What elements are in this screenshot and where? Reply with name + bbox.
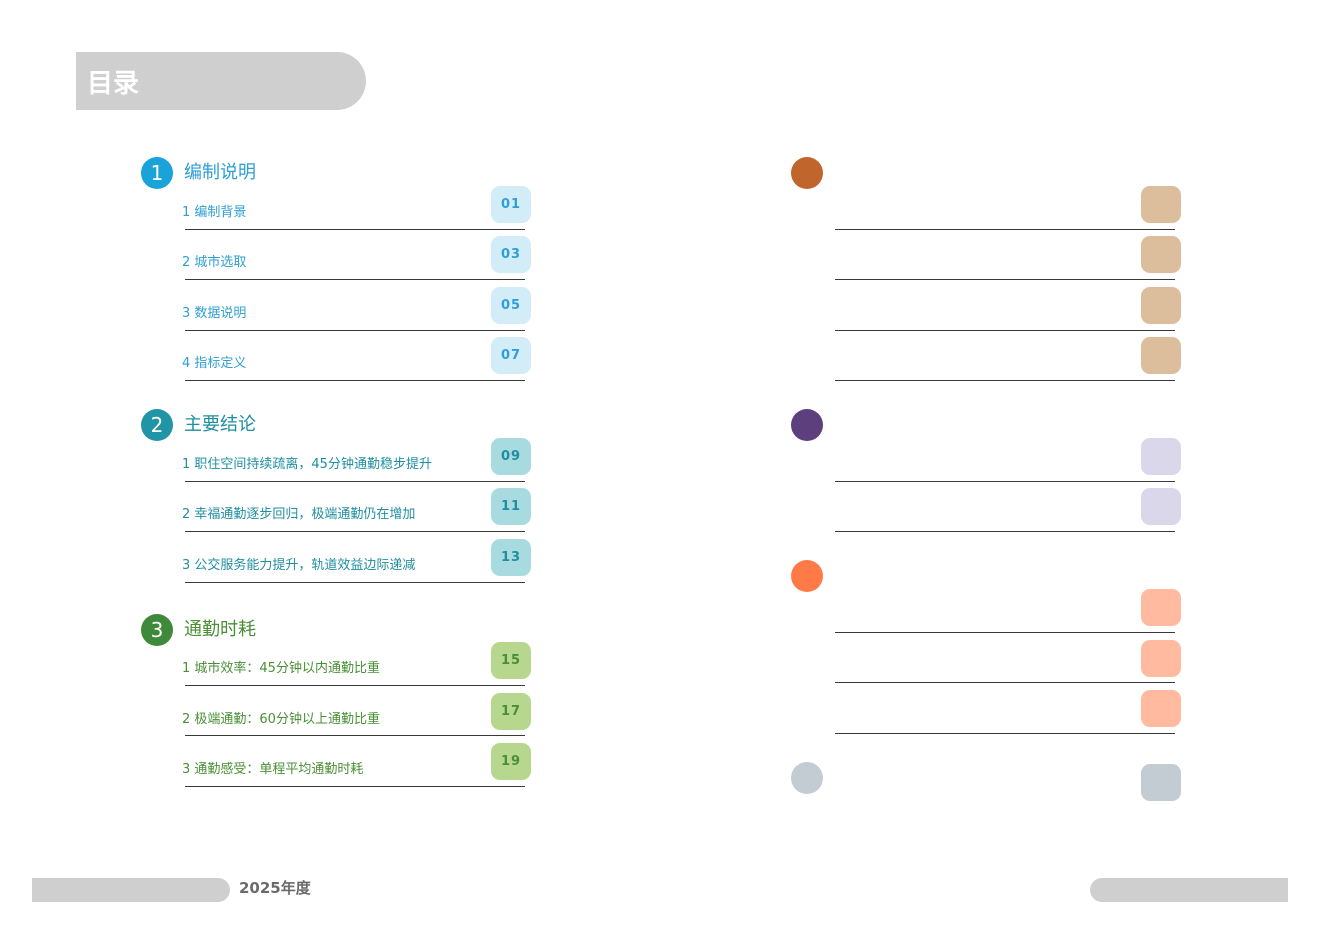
page-badge-2-1[interactable]: 09 bbox=[491, 438, 531, 475]
toc-divider bbox=[185, 279, 525, 280]
toc-divider bbox=[185, 685, 525, 686]
page-badge-2-3[interactable]: 13 bbox=[491, 539, 531, 576]
toc-divider bbox=[835, 279, 1175, 280]
toc-divider bbox=[835, 531, 1175, 532]
toc-divider bbox=[185, 481, 525, 482]
toc-item-3-3[interactable]: 3 通勤感受：单程平均通勤时耗 bbox=[182, 762, 364, 777]
toc-divider bbox=[185, 786, 525, 787]
header-tab bbox=[76, 52, 366, 110]
toc-item-1-4[interactable]: 4 指标定义 bbox=[182, 356, 247, 371]
toc-divider bbox=[185, 330, 525, 331]
page-badge-7-1[interactable] bbox=[1141, 764, 1181, 801]
section-2-title[interactable]: 主要结论 bbox=[184, 414, 256, 435]
toc-item-1-2[interactable]: 2 城市选取 bbox=[182, 255, 247, 270]
section-1-number-circle: 1 bbox=[141, 157, 173, 189]
toc-item-1-1[interactable]: 1 编制背景 bbox=[182, 205, 247, 220]
page-badge-4-1[interactable] bbox=[1141, 186, 1181, 223]
toc-divider bbox=[835, 682, 1175, 683]
toc-divider bbox=[185, 531, 525, 532]
page-badge-6-2[interactable] bbox=[1141, 640, 1181, 677]
toc-divider bbox=[185, 380, 525, 381]
page-badge-5-1[interactable] bbox=[1141, 438, 1181, 475]
page-badge-3-1[interactable]: 15 bbox=[491, 642, 531, 679]
toc-item-2-2[interactable]: 2 幸福通勤逐步回归，极端通勤仍在增加 bbox=[182, 507, 416, 522]
toc-item-2-3[interactable]: 3 公交服务能力提升，轨道效益边际递减 bbox=[182, 558, 416, 573]
page-badge-5-2[interactable] bbox=[1141, 488, 1181, 525]
page-badge-1-4[interactable]: 07 bbox=[491, 337, 531, 374]
toc-divider bbox=[835, 733, 1175, 734]
page-badge-3-3[interactable]: 19 bbox=[491, 743, 531, 780]
toc-divider bbox=[835, 330, 1175, 331]
page-badge-6-3[interactable] bbox=[1141, 690, 1181, 727]
toc-item-3-2[interactable]: 2 极端通勤：60分钟以上通勤比重 bbox=[182, 712, 380, 727]
toc-divider bbox=[835, 632, 1175, 633]
toc-item-3-1[interactable]: 1 城市效率：45分钟以内通勤比重 bbox=[182, 661, 380, 676]
toc-divider bbox=[185, 735, 525, 736]
page-badge-4-4[interactable] bbox=[1141, 337, 1181, 374]
page-badge-4-3[interactable] bbox=[1141, 287, 1181, 324]
page-badge-1-2[interactable]: 03 bbox=[491, 236, 531, 273]
toc-divider bbox=[835, 380, 1175, 381]
section-7-number-circle bbox=[791, 762, 823, 794]
page-badge-3-2[interactable]: 17 bbox=[491, 693, 531, 730]
toc-divider bbox=[835, 481, 1175, 482]
section-3-title[interactable]: 通勤时耗 bbox=[184, 619, 256, 640]
footer-bar-left bbox=[32, 878, 230, 902]
section-6-number-circle bbox=[791, 560, 823, 592]
page-badge-2-2[interactable]: 11 bbox=[491, 488, 531, 525]
toc-divider bbox=[185, 229, 525, 230]
footer-bar-right bbox=[1090, 878, 1288, 902]
page-badge-1-3[interactable]: 05 bbox=[491, 287, 531, 324]
section-4-number-circle bbox=[791, 157, 823, 189]
section-3-number-circle: 3 bbox=[141, 614, 173, 646]
section-5-number-circle bbox=[791, 409, 823, 441]
page-badge-1-1[interactable]: 01 bbox=[491, 186, 531, 223]
footer-year: 2025年度 bbox=[239, 879, 311, 897]
page-badge-4-2[interactable] bbox=[1141, 236, 1181, 273]
section-2-number-circle: 2 bbox=[141, 409, 173, 441]
toc-item-2-1[interactable]: 1 职住空间持续疏离，45分钟通勤稳步提升 bbox=[182, 457, 432, 472]
section-1-title[interactable]: 编制说明 bbox=[184, 162, 256, 183]
page-badge-6-1[interactable] bbox=[1141, 589, 1181, 626]
toc-divider bbox=[185, 582, 525, 583]
page-title: 目录 bbox=[87, 69, 140, 99]
toc-item-1-3[interactable]: 3 数据说明 bbox=[182, 306, 247, 321]
toc-divider bbox=[835, 229, 1175, 230]
